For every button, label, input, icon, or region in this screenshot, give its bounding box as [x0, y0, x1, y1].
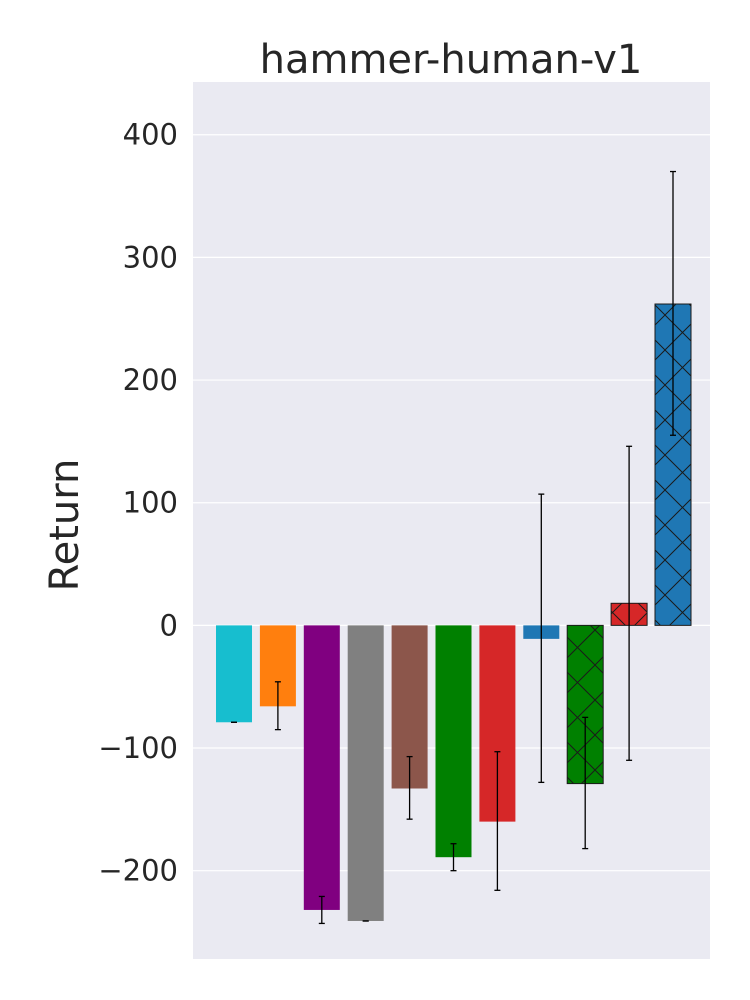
error-bar — [406, 755, 413, 820]
y-tick-label: 0 — [160, 608, 178, 642]
error-bar — [670, 170, 676, 436]
error-bar — [450, 843, 457, 872]
y-tick-label: −100 — [98, 731, 178, 765]
chart-title: hammer-human-v1 — [260, 37, 643, 83]
error-bar — [582, 716, 589, 850]
bar — [347, 625, 384, 921]
error-bar — [538, 493, 545, 784]
y-tick-label: 100 — [123, 486, 178, 520]
bar — [216, 625, 252, 723]
bar — [303, 625, 340, 910]
error-bar — [318, 895, 325, 925]
error-bar — [274, 681, 281, 731]
y-axis-label: Return — [42, 459, 88, 592]
y-tick-label: 300 — [123, 240, 178, 274]
bar — [435, 625, 472, 858]
error-bar — [626, 445, 633, 761]
y-tick-label: −200 — [98, 854, 178, 888]
y-tick-label: 200 — [123, 363, 178, 397]
y-tick-labels: −200 −100 0 100 200 300 400 — [98, 118, 178, 888]
error-bar — [494, 751, 501, 891]
y-tick-label: 400 — [123, 118, 178, 152]
error-bars-group — [231, 170, 676, 925]
